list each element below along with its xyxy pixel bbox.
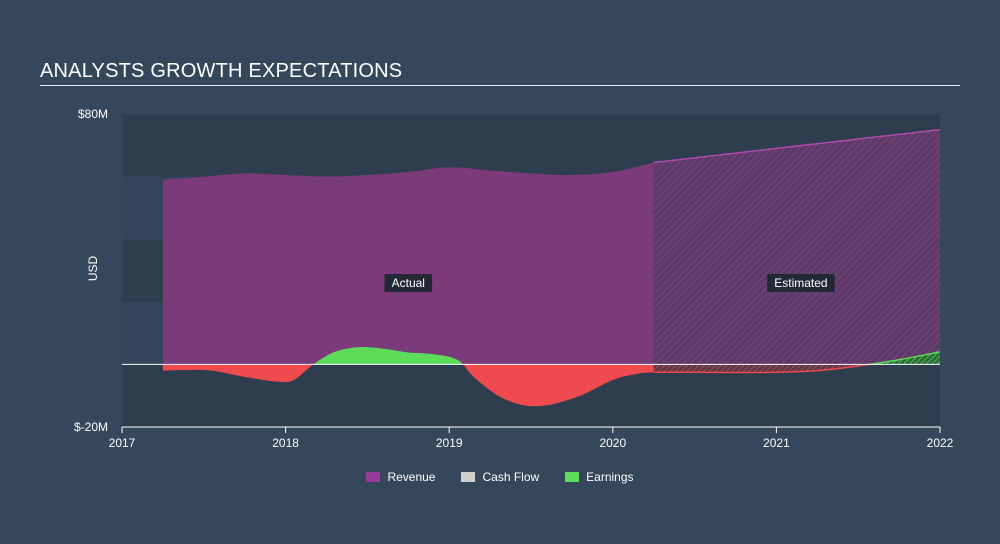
annotation-actual: Actual <box>384 274 433 293</box>
annotation-box <box>767 274 835 293</box>
axes: 2017 2018 2019 2020 2021 2022 $80M $-20M USD <box>74 107 954 450</box>
x-tick-label: 2018 <box>272 436 299 450</box>
title-divider <box>40 85 960 86</box>
revenue-area-estimated <box>653 129 940 365</box>
legend: Revenue Cash Flow Earnings <box>0 470 1000 484</box>
legend-swatch-revenue <box>366 472 381 482</box>
x-tick-label: 2022 <box>927 436 954 450</box>
legend-swatch-earnings <box>565 472 580 482</box>
x-tick-label: 2017 <box>109 436 136 450</box>
earnings-area-negative <box>162 364 654 407</box>
annotation-label: Estimated <box>774 276 827 290</box>
revenue-line-estimated <box>653 128 941 164</box>
chart-title: ANALYSTS GROWTH EXPECTATIONS <box>40 60 403 82</box>
y-tick-label: $-20M <box>74 420 108 434</box>
annotation-estimated: Estimated <box>767 274 835 293</box>
annotations: Actual Estimated <box>384 274 835 293</box>
earnings-line-estimated-negative <box>653 364 875 374</box>
x-tick-label: 2021 <box>763 436 790 450</box>
x-tick-label: 2019 <box>436 436 463 450</box>
earnings-area-estimated-positive <box>869 351 940 365</box>
legend-item-cash-flow[interactable]: Cash Flow <box>461 470 539 484</box>
revenue-area-actual <box>162 162 654 365</box>
annotation-label: Actual <box>392 276 425 290</box>
earnings-line-estimated-positive <box>864 351 941 365</box>
legend-label-revenue: Revenue <box>387 470 436 484</box>
legend-swatch-cash-flow <box>461 472 476 482</box>
legend-label-cash-flow: Cash Flow <box>482 470 540 484</box>
y-axis-label: USD <box>86 256 100 282</box>
earnings-area-positive <box>313 347 463 365</box>
annotation-box <box>384 274 433 293</box>
earnings-area-estimated-negative <box>653 364 940 373</box>
series-areas <box>162 128 941 407</box>
legend-item-revenue[interactable]: Revenue <box>366 470 435 484</box>
legend-item-earnings[interactable]: Earnings <box>565 470 634 484</box>
x-tick-label: 2020 <box>599 436 626 450</box>
y-tick-label: $80M <box>78 107 108 121</box>
legend-label-earnings: Earnings <box>586 470 634 484</box>
